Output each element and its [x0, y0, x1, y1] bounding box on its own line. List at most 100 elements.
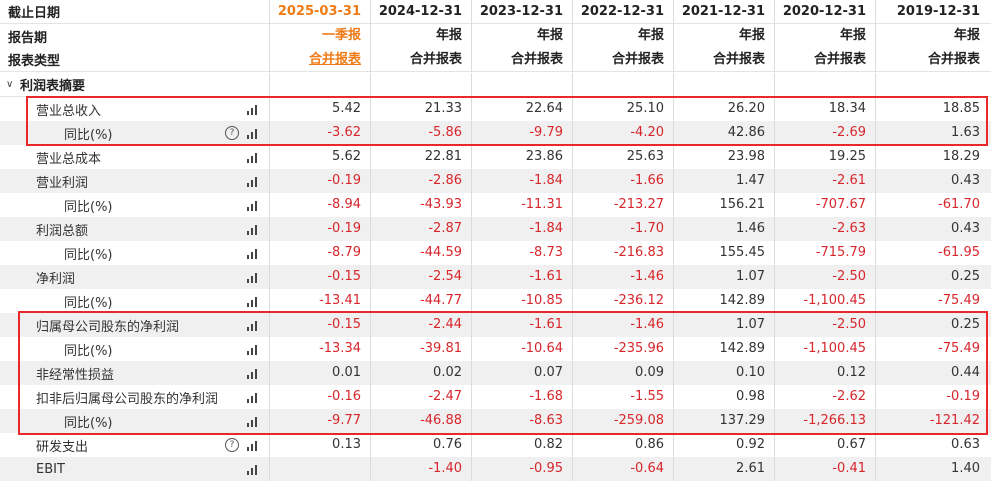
table-row-total-profit: 利润总额 -0.19 -2.87 -1.84 -1.70 1.46 -2.63 0.43	[0, 217, 991, 241]
value-cell: 0.44	[951, 365, 980, 380]
value-cell: 26.20	[674, 97, 775, 121]
value-cell: -4.20	[573, 121, 674, 145]
bar-chart-icon[interactable]	[247, 176, 260, 187]
header-row-report: 报告期 一季报 年报 年报 年报 年报 年报 年报	[0, 24, 991, 48]
table-row-net-profit-yoy: 同比(%) -13.41 -44.77 -10.85 -236.12 142.89 -1,1…	[0, 289, 991, 313]
value-cell: 155.45	[674, 241, 775, 265]
bar-chart-icon[interactable]	[247, 320, 260, 331]
value-cell: 0.25	[951, 317, 980, 332]
value-cell: -61.70	[938, 197, 980, 212]
value-cell: -1.46	[573, 265, 674, 289]
value-cell: -13.34	[270, 337, 371, 361]
value-cell: -0.41	[775, 457, 876, 481]
help-icon[interactable]: ?	[225, 126, 239, 140]
bar-chart-icon[interactable]	[247, 224, 260, 235]
value-cell: -11.31	[472, 193, 573, 217]
bar-chart-icon[interactable]	[247, 200, 260, 211]
period-date[interactable]: 2019-12-31	[896, 3, 980, 19]
value-cell: 0.63	[951, 437, 980, 452]
value-cell: -213.27	[573, 193, 674, 217]
value-cell: 21.33	[371, 97, 472, 121]
bar-chart-icon[interactable]	[247, 416, 260, 427]
header-report-label: 报告期	[8, 30, 48, 46]
bar-chart-icon[interactable]	[247, 104, 260, 115]
period-date[interactable]: 2022-12-31	[573, 0, 674, 24]
value-cell: -2.87	[371, 217, 472, 241]
row-label: 净利润	[36, 271, 76, 287]
table-row-operating-profit-yoy: 同比(%) -8.94 -43.93 -11.31 -213.27 156.21 -707.…	[0, 193, 991, 217]
value-cell: -10.85	[472, 289, 573, 313]
table-row-operating-profit: 营业利润 -0.19 -2.86 -1.84 -1.66 1.47 -2.61 0.43	[0, 169, 991, 193]
value-cell: 142.89	[674, 337, 775, 361]
value-cell: 0.92	[674, 433, 775, 457]
value-cell: -0.19	[270, 217, 371, 241]
period-date[interactable]: 2021-12-31	[674, 0, 775, 24]
value-cell: 1.07	[674, 265, 775, 289]
period-type[interactable]: 合并报表	[270, 47, 371, 72]
row-label: 营业总成本	[36, 151, 102, 167]
section-income-summary[interactable]: ∨ 利润表摘要	[0, 72, 991, 97]
bar-chart-icon[interactable]	[247, 272, 260, 283]
value-cell: -1.84	[472, 169, 573, 193]
period-type: 合并报表	[573, 47, 674, 72]
period-date[interactable]: 2020-12-31	[775, 0, 876, 24]
value-cell: -8.63	[472, 409, 573, 433]
table-row-ebit: EBIT -1.40 -0.95 -0.64 2.61 -0.41 1.40	[0, 457, 991, 481]
value-cell: 1.47	[674, 169, 775, 193]
bar-chart-icon[interactable]	[247, 248, 260, 259]
period-date[interactable]: 2024-12-31	[371, 0, 472, 24]
value-cell: 1.07	[674, 313, 775, 337]
bar-chart-icon[interactable]	[247, 152, 260, 163]
value-cell: -715.79	[775, 241, 876, 265]
value-cell: 0.43	[951, 221, 980, 236]
bar-chart-icon[interactable]	[247, 128, 260, 139]
value-cell: -216.83	[573, 241, 674, 265]
value-cell: 137.29	[674, 409, 775, 433]
value-cell: -9.77	[270, 409, 371, 433]
value-cell: 42.86	[674, 121, 775, 145]
bar-chart-icon[interactable]	[247, 392, 260, 403]
period-type: 合并报表	[371, 47, 472, 72]
chevron-down-icon[interactable]: ∨	[6, 78, 14, 90]
value-cell: -1.84	[472, 217, 573, 241]
help-icon[interactable]: ?	[225, 438, 239, 452]
value-cell: -0.16	[270, 385, 371, 409]
value-cell: -0.15	[270, 313, 371, 337]
value-cell: -5.86	[371, 121, 472, 145]
value-cell: -8.73	[472, 241, 573, 265]
value-cell: -2.63	[775, 217, 876, 241]
value-cell: -1,100.45	[775, 337, 876, 361]
value-cell: 1.46	[674, 217, 775, 241]
period-report: 年报	[674, 24, 775, 48]
value-cell: -3.62	[270, 121, 371, 145]
value-cell: -8.94	[270, 193, 371, 217]
period-date[interactable]: 2025-03-31	[270, 0, 371, 24]
value-cell: 2.61	[674, 457, 775, 481]
period-date[interactable]: 2023-12-31	[472, 0, 573, 24]
bar-chart-icon[interactable]	[247, 296, 260, 307]
row-label: 非经常性损益	[36, 367, 115, 383]
value-cell: 0.98	[674, 385, 775, 409]
value-cell: -236.12	[573, 289, 674, 313]
value-cell: 0.01	[270, 361, 371, 385]
header-date-label: 截止日期	[8, 6, 61, 21]
value-cell: 0.07	[472, 361, 573, 385]
bar-chart-icon[interactable]	[247, 440, 260, 451]
value-cell: 19.25	[775, 145, 876, 169]
row-label: 同比(%)	[64, 295, 113, 311]
value-cell: 156.21	[674, 193, 775, 217]
bar-chart-icon[interactable]	[247, 368, 260, 379]
value-cell: -61.95	[938, 245, 980, 260]
table-row-total-profit-yoy: 同比(%) -8.79 -44.59 -8.73 -216.83 155.45 -715.7…	[0, 241, 991, 265]
value-cell: -75.49	[938, 293, 980, 308]
value-cell: 25.10	[573, 97, 674, 121]
table-row-total-cost: 营业总成本 5.62 22.81 23.86 25.63 23.98 19.25 18.29	[0, 145, 991, 169]
value-cell: -1.61	[472, 313, 573, 337]
period-report: 年报	[953, 28, 980, 43]
bar-chart-icon[interactable]	[247, 344, 260, 355]
value-cell: -0.19	[270, 169, 371, 193]
value-cell: -43.93	[371, 193, 472, 217]
bar-chart-icon[interactable]	[247, 464, 260, 475]
value-cell: 18.85	[942, 101, 980, 116]
value-cell: -1.40	[371, 457, 472, 481]
